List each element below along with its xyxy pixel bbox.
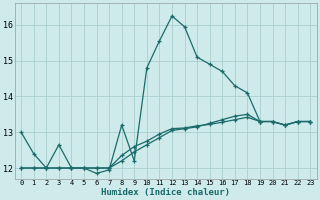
X-axis label: Humidex (Indice chaleur): Humidex (Indice chaleur) bbox=[101, 188, 230, 197]
